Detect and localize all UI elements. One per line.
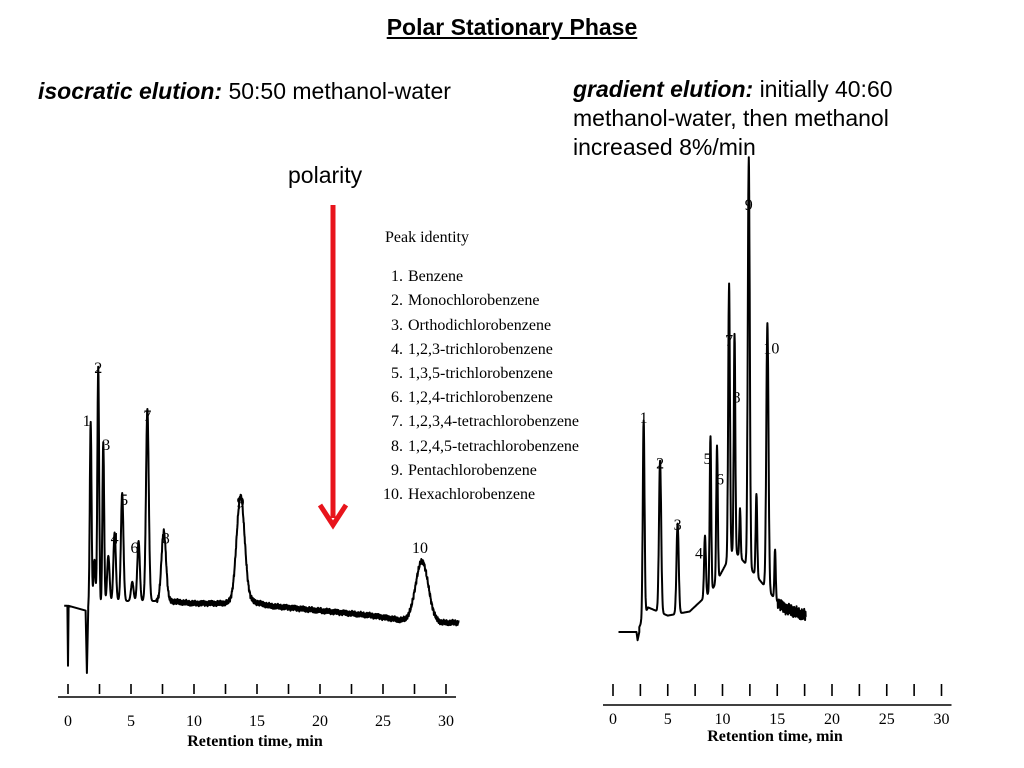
polarity-label: polarity <box>288 162 363 188</box>
legend-item: 1. Benzene <box>368 265 579 289</box>
legend-item: 2. Monochlorobenzene <box>368 289 579 313</box>
peak-label: 7 <box>725 332 733 349</box>
gradient-caption: gradient elution: initially 40:60 methan… <box>573 75 953 162</box>
x-tick-label: 25 <box>879 711 895 728</box>
isocratic-chromatogram: 0 5 10 15 20 25 30 Retention time, min 1 2 3 4 5 6 7 8 9… <box>58 360 460 750</box>
x-tick-label: 30 <box>438 713 454 730</box>
legend-item-name: Orthodichlorobenzene <box>408 316 552 334</box>
x-tick-label: 15 <box>769 711 785 728</box>
isocratic-text: 50:50 methanol-water <box>228 78 451 104</box>
legend-item-number: 7. <box>391 413 403 431</box>
peak-label: 8 <box>162 530 170 547</box>
legend-item: 5. 1,3,5-trichlorobenzene <box>368 362 579 386</box>
peak-label: 5 <box>120 492 128 509</box>
legend-item: 3. Orthodichlorobenzene <box>368 314 579 338</box>
x-tick-label: 15 <box>249 713 265 730</box>
gradient-lead: gradient elution: <box>573 76 754 102</box>
legend-item-number: 4. <box>391 340 403 358</box>
peak-label: 4 <box>111 530 119 547</box>
legend-item-name: 1,3,5-trichlorobenzene <box>408 365 553 383</box>
peak-legend: Peak identity 1. Benzene 2. Monochlorobenze… <box>368 226 579 507</box>
peak-label: 4 <box>695 546 703 563</box>
peak-label: 10 <box>412 540 428 557</box>
chromatogram-trace <box>64 365 460 674</box>
peak-label: 7 <box>143 408 151 425</box>
legend-item-name: 1,2,4,5-tetrachlorobenzene <box>408 437 580 455</box>
chromatogram-trace <box>618 156 807 642</box>
polarity-arrow-head <box>317 503 349 530</box>
legend-item-name: Monochlorobenzene <box>408 292 540 310</box>
legend-item-number: 10. <box>383 486 403 504</box>
peak-label: 3 <box>102 437 110 454</box>
peak-label: 10 <box>763 341 779 358</box>
legend-item-name: 1,2,3,4-tetrachlorobenzene <box>408 413 580 431</box>
legend-item-name: Hexachlorobenzene <box>408 486 536 504</box>
peak-label: 8 <box>733 390 741 407</box>
x-tick-label: 0 <box>609 711 617 728</box>
peak-label: 6 <box>131 540 139 557</box>
x-tick-label: 20 <box>824 711 840 728</box>
x-tick-label: 20 <box>312 713 328 730</box>
isocratic-lead: isocratic elution: <box>38 78 223 104</box>
legend-item-name: Benzene <box>408 268 464 286</box>
legend-item: 10. Hexachlorobenzene <box>368 483 579 507</box>
peak-label: 1 <box>640 410 648 427</box>
x-tick-label: 0 <box>64 713 72 730</box>
legend-item-number: 5. <box>391 365 403 383</box>
slide-title: Polar Stationary Phase <box>386 14 638 40</box>
x-tick-label: 10 <box>186 713 202 730</box>
gradient-text: initially 40:60 methanol-water, then met… <box>573 76 893 160</box>
peak-label: 9 <box>745 197 753 214</box>
legend-item: 6. 1,2,4-trichlorobenzene <box>368 386 579 410</box>
isocratic-caption: isocratic elution: 50:50 methanol-water <box>38 78 451 105</box>
legend-item-number: 3. <box>391 316 403 334</box>
peak-label: 9 <box>237 494 245 511</box>
legend-item: 7. 1,2,3,4-tetrachlorobenzene <box>368 410 579 434</box>
legend-item-number: 2. <box>391 292 403 310</box>
x-tick-label: 5 <box>664 711 672 728</box>
legend-item: 4. 1,2,3-trichlorobenzene <box>368 338 579 362</box>
x-axis-label: Retention time, min <box>707 728 843 745</box>
polarity-arrow <box>317 205 349 530</box>
x-tick-label: 30 <box>934 711 950 728</box>
x-tick-label: 10 <box>715 711 731 728</box>
x-tick-label: 5 <box>127 713 135 730</box>
peak-label: 2 <box>656 455 664 472</box>
peak-label: 6 <box>716 472 724 489</box>
x-tick-label: 25 <box>375 713 391 730</box>
legend-item-name: Pentachlorobenzene <box>408 461 537 479</box>
legend-item-number: 6. <box>391 389 403 407</box>
legend-item-number: 9. <box>391 461 403 479</box>
legend-item-number: 1. <box>391 268 403 286</box>
legend-item: 9. Pentachlorobenzene <box>368 459 579 483</box>
legend-item-name: 1,2,4-trichlorobenzene <box>408 389 553 407</box>
peak-label: 5 <box>703 451 711 468</box>
legend-item-number: 8. <box>391 437 403 455</box>
x-axis-label: Retention time, min <box>187 733 323 750</box>
legend-items: 1. Benzene 2. Monochlorobenzene 3. Orthodichl… <box>368 265 579 507</box>
legend-item-name: 1,2,3-trichlorobenzene <box>408 340 553 358</box>
peak-label: 1 <box>83 413 91 430</box>
legend-item: 8. 1,2,4,5-tetrachlorobenzene <box>368 435 579 459</box>
peak-label: 3 <box>674 517 682 534</box>
peak-label: 2 <box>94 360 102 377</box>
legend-title: Peak identity <box>385 229 469 246</box>
